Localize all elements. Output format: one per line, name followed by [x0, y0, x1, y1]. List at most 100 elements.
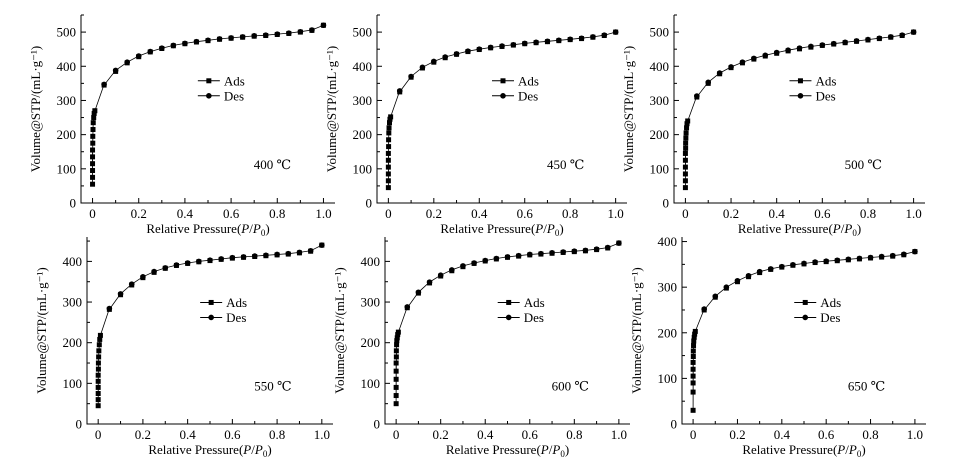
y-tick-label: 200 — [658, 325, 678, 340]
ads-point — [97, 336, 103, 342]
des-point — [521, 40, 528, 47]
legend-marker-ads — [208, 299, 214, 305]
des-point — [124, 59, 130, 65]
y-tick-label: 300 — [361, 295, 381, 310]
des-point — [889, 252, 896, 259]
isotherm-panel-2: 0 0.2 0.4 0.6 0.8 1.0 0 100 200 300 400 500 Relative… — [324, 14, 627, 238]
ads-point — [684, 121, 690, 127]
isotherm-panel-6: 0 0.2 0.4 0.6 0.8 1.0 0 100 200 300 400 Relative Pr… — [629, 234, 926, 459]
des-point — [320, 22, 327, 29]
ads-point — [690, 407, 696, 413]
des-point — [801, 260, 807, 267]
ads-point — [95, 372, 101, 378]
des-point — [723, 284, 730, 290]
legend-label-des: Des — [815, 88, 835, 103]
isotherm-panel-3: 0 0.2 0.4 0.6 0.8 1.0 0 100 200 300 400 500 Relative… — [621, 14, 925, 238]
y-axis-label: Volume@STP/(mL·g⁻¹) — [332, 267, 347, 394]
axis-frame — [86, 237, 333, 425]
y-tick-label: 0 — [366, 196, 373, 211]
x-tick-label: 0.2 — [131, 206, 147, 221]
des-point — [887, 34, 894, 40]
temperature-label: 400 ℃ — [254, 157, 291, 172]
ads-point — [691, 338, 697, 344]
ads-point — [92, 108, 98, 114]
ads-point — [95, 366, 101, 372]
des-point — [823, 258, 829, 264]
ads-point — [683, 130, 689, 136]
des-point — [812, 259, 818, 265]
ads-point — [393, 354, 399, 360]
ads-point — [97, 332, 103, 338]
des-point — [285, 250, 292, 257]
y-tick-label: 300 — [658, 280, 678, 295]
des-point — [207, 257, 213, 263]
ads-point — [393, 368, 399, 374]
y-tick-label: 0 — [76, 417, 83, 432]
des-point — [499, 43, 505, 49]
ads-point — [393, 393, 399, 399]
des-point — [493, 255, 500, 262]
des-point — [590, 34, 596, 40]
ads-point — [96, 354, 102, 360]
isotherm-panel-4: 0 0.2 0.4 0.6 0.8 1.0 0 100 200 300 400 Relative Pr… — [34, 237, 333, 459]
ads-point — [90, 174, 96, 180]
des-point — [173, 262, 180, 268]
ads-point — [90, 120, 96, 126]
ads-point — [394, 338, 400, 344]
y-tick-label: 100 — [353, 161, 373, 176]
legend-label-ads: Ads — [226, 295, 247, 310]
des-point — [251, 253, 258, 259]
ads-point — [386, 137, 392, 143]
x-tick-label: 0.4 — [769, 206, 786, 221]
des-point — [510, 41, 517, 48]
y-tick-label: 300 — [650, 93, 670, 108]
x-tick-label: 0.2 — [433, 427, 449, 442]
x-tick-label: 0.6 — [814, 206, 831, 221]
isotherm-curve — [388, 31, 616, 188]
ads-point — [690, 366, 696, 372]
des-point — [878, 253, 885, 260]
ads-point — [685, 118, 691, 124]
des-point — [419, 64, 426, 71]
legend-marker-ads — [797, 78, 803, 84]
temperature-label: 650 ℃ — [848, 378, 885, 393]
x-tick-label: 0.6 — [224, 427, 241, 442]
ads-point — [692, 328, 698, 334]
y-tick-label: 300 — [57, 93, 77, 108]
x-tick-label: 0.4 — [471, 206, 488, 221]
ads-point — [91, 110, 97, 116]
ads-point — [385, 150, 391, 156]
x-tick-label: 0.4 — [177, 206, 194, 221]
des-point — [112, 67, 119, 74]
ads-point — [690, 373, 696, 379]
y-axis-label: Volume@STP/(mL·g⁻¹) — [28, 46, 43, 173]
des-point — [549, 250, 555, 256]
des-point — [487, 44, 494, 51]
x-tick-label: 1.0 — [314, 427, 330, 442]
ads-point — [393, 384, 399, 390]
x-tick-label: 1.0 — [608, 206, 624, 221]
x-axis-label: Relative Pressure(P/P0) — [446, 442, 569, 459]
ads-point — [395, 329, 401, 335]
ads-point — [90, 133, 96, 139]
ads-point — [682, 185, 688, 191]
des-point — [612, 29, 619, 35]
x-tick-label: 1.0 — [905, 206, 921, 221]
ads-point — [385, 185, 391, 191]
des-point — [482, 257, 489, 264]
ads-point — [95, 360, 101, 366]
ads-point — [690, 353, 696, 359]
des-point — [767, 266, 774, 272]
ads-point — [95, 397, 101, 403]
des-point — [240, 254, 247, 260]
x-tick-label: 0.6 — [522, 427, 539, 442]
des-point — [845, 256, 852, 263]
legend-marker-des — [797, 93, 804, 99]
ads-point — [95, 391, 101, 397]
ads-point — [385, 178, 391, 184]
y-tick-label: 200 — [63, 335, 83, 350]
ads-point — [684, 125, 690, 131]
des-point — [263, 252, 269, 259]
des-point — [582, 247, 589, 254]
